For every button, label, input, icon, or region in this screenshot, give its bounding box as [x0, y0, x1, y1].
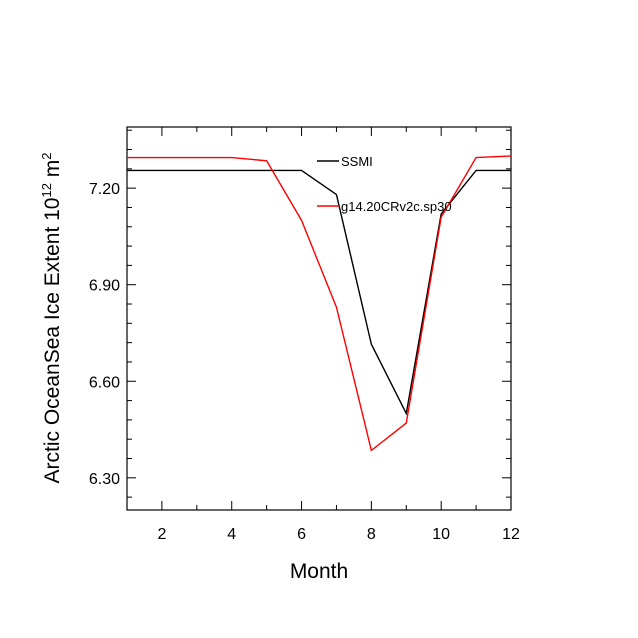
- y-tick-label: 6.60: [89, 374, 120, 391]
- series-line-model: [127, 155, 512, 452]
- y-tick-label: 6.90: [89, 278, 120, 295]
- legend-label: g14.20CRv2c.sp30: [341, 199, 452, 214]
- x-tick-label: 2: [157, 526, 166, 543]
- x-tick-label: 6: [297, 526, 306, 543]
- series-line-ssmi: [127, 169, 511, 416]
- legend: SSMI g14.20CRv2c.sp30: [317, 154, 452, 214]
- y-axis-title: Arctic OceanSea Ice Extent 1012 m2: [39, 152, 64, 483]
- plot-frame: [126, 126, 512, 511]
- series-lines: [127, 155, 512, 452]
- x-tick-label: 12: [502, 526, 520, 543]
- y-axis-title-unit-exp: 2: [39, 152, 54, 159]
- y-axis-title-exp: 12: [39, 183, 54, 197]
- y-axis-title-unit: m: [41, 160, 64, 183]
- y-axis-title-main: Arctic OceanSea Ice Extent 10: [41, 198, 64, 484]
- legend-label: SSMI: [341, 154, 373, 169]
- y-tick-label: 6.30: [89, 471, 120, 488]
- x-tick-label: 10: [432, 526, 450, 543]
- x-tick-label: 4: [227, 526, 236, 543]
- x-axis-title: Month: [290, 560, 348, 583]
- x-tick-label: 8: [367, 526, 376, 543]
- axis-tick-labels: 2 4 6 8 10 12 6.30 6.60 6.90 7.20: [89, 181, 520, 543]
- y-tick-label: 7.20: [89, 181, 120, 198]
- axis-ticks: [126, 127, 512, 510]
